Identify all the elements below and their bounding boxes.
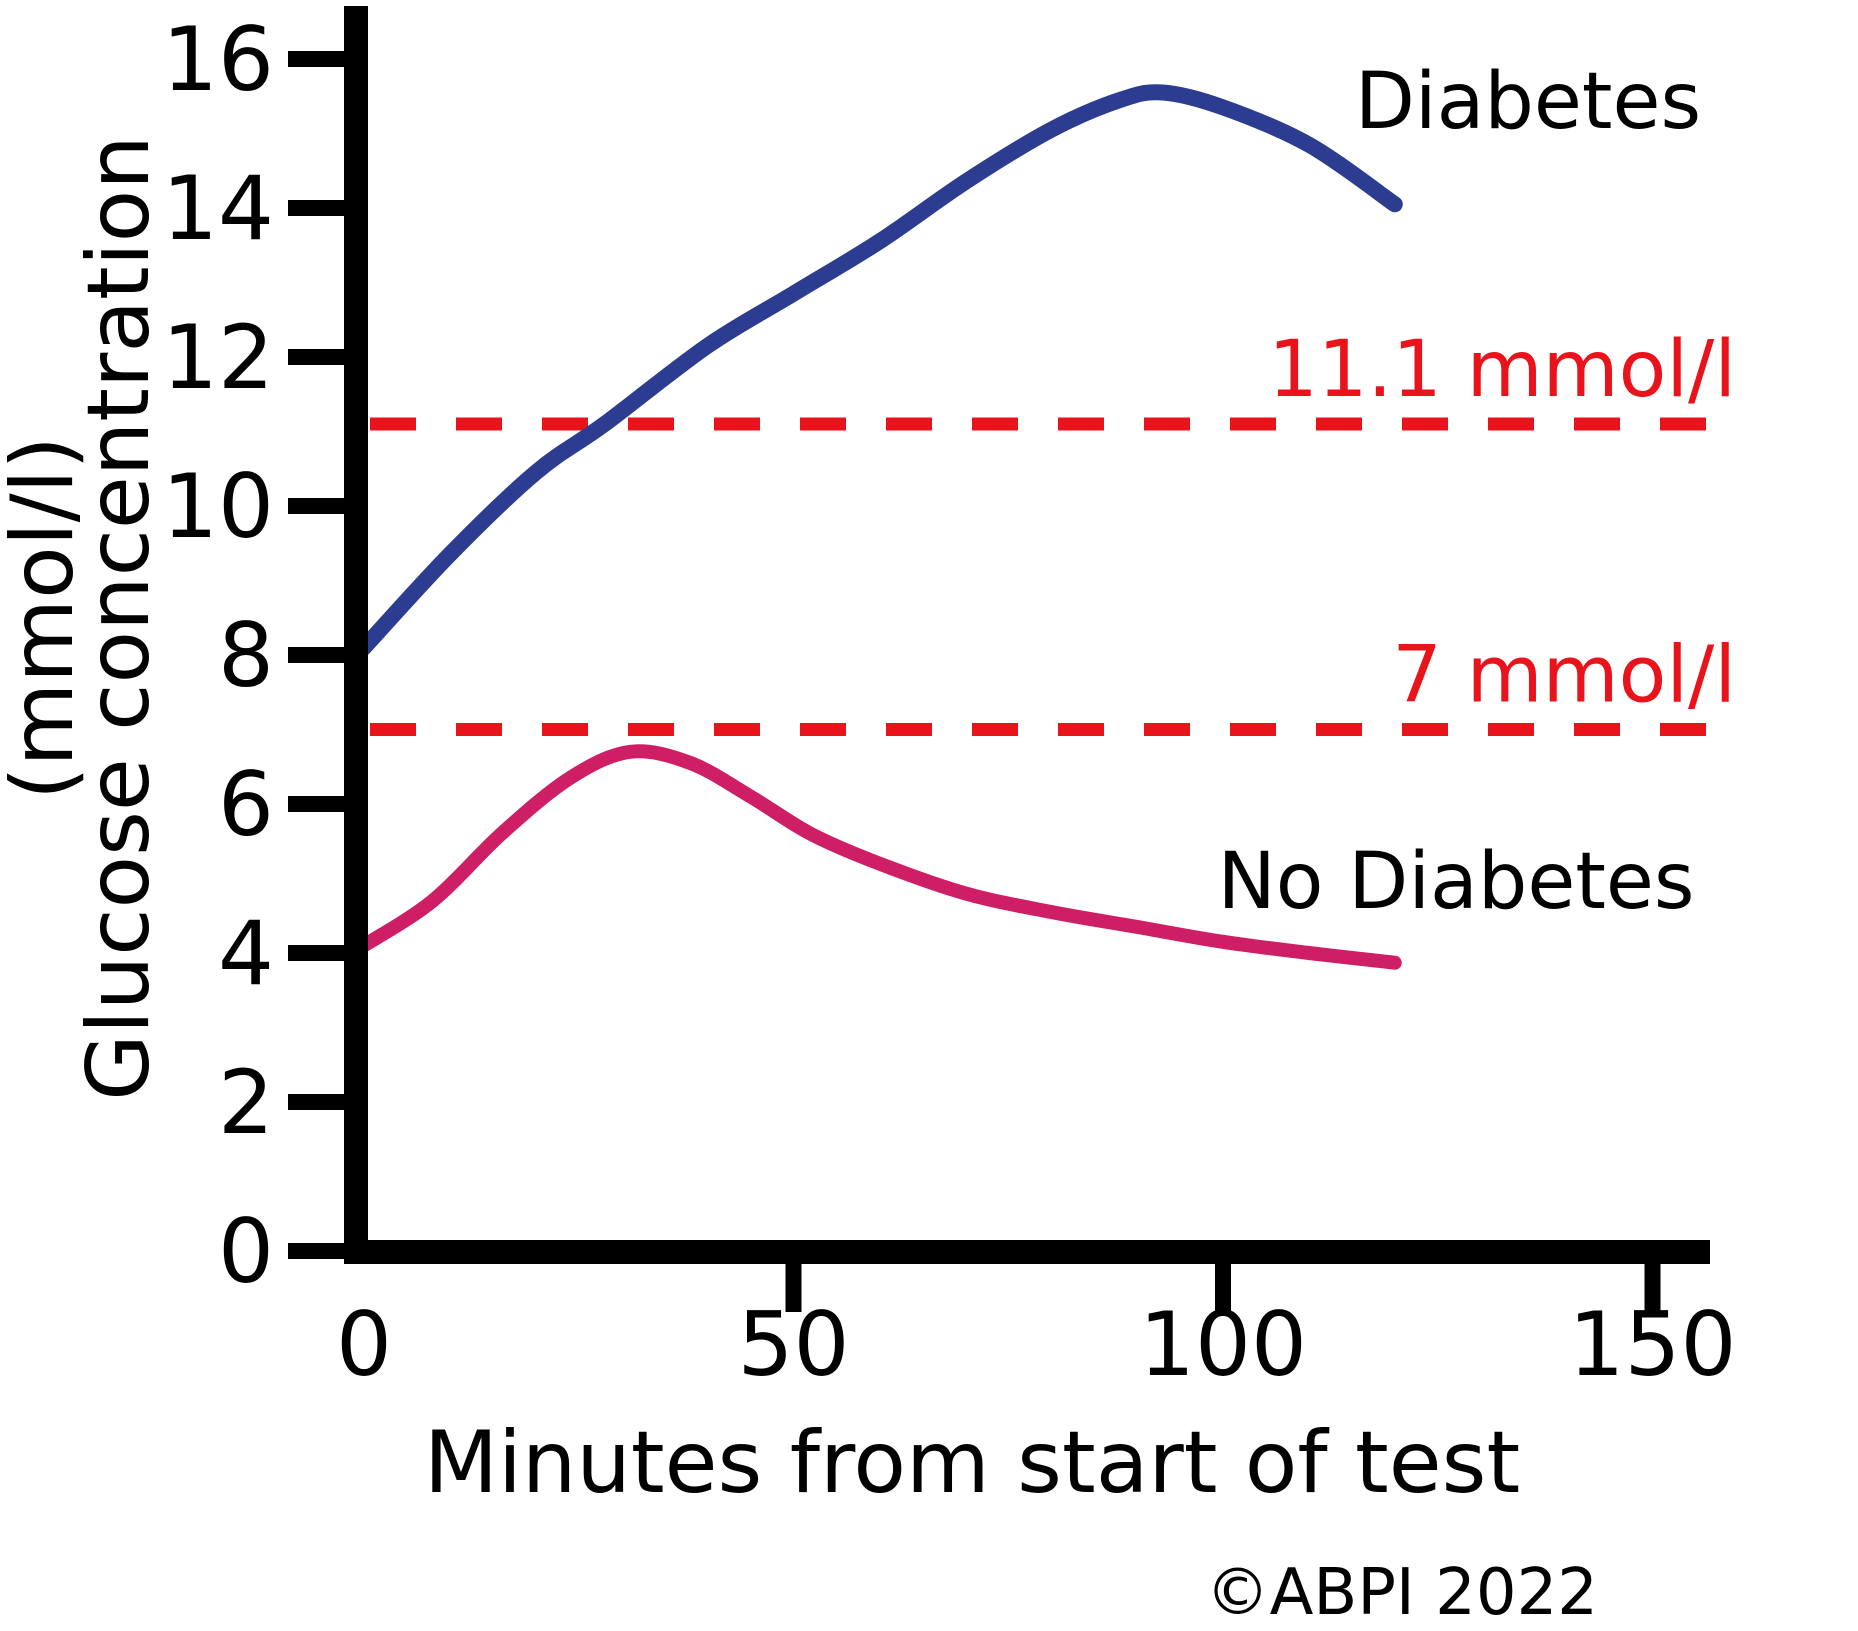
y-tick-label: 0 <box>218 1200 274 1303</box>
y-tick-label: 2 <box>218 1051 274 1154</box>
y-tick-mark <box>288 945 368 961</box>
x-tick-mark <box>1215 1260 1231 1312</box>
no-diabetes-curve <box>357 744 1402 970</box>
x-axis-line <box>344 1240 1710 1264</box>
y-tick-label: 12 <box>162 306 274 409</box>
y-tick-mark <box>288 200 368 216</box>
threshold-lines <box>370 417 1734 736</box>
y-axis-title-line1: Glucose concentration <box>69 135 169 1101</box>
y-tick-label: 4 <box>218 902 274 1005</box>
data-curves <box>356 84 1403 970</box>
diabetes-curve <box>356 84 1403 656</box>
y-axis-title-line2: (mmol/l) <box>0 436 93 800</box>
y-tick-label: 6 <box>218 753 274 856</box>
x-axis-ticks: 0 50 100 150 <box>336 1260 1736 1396</box>
x-tick-label: 100 <box>1139 1293 1307 1396</box>
y-tick-mark <box>288 1094 368 1110</box>
copyright-text: ©ABPI 2022 <box>1206 1556 1598 1630</box>
x-tick-label: 0 <box>336 1293 392 1396</box>
y-tick-mark <box>288 796 368 812</box>
threshold-label: 7 mmol/l <box>1392 631 1736 721</box>
diabetes-series-label: Diabetes <box>1355 57 1701 147</box>
no-diabetes-series-label: No Diabetes <box>1217 837 1694 927</box>
threshold-label: 11.1 mmol/l <box>1268 325 1736 415</box>
y-tick-mark <box>288 51 368 67</box>
x-tick-mark <box>1644 1260 1661 1312</box>
y-tick-label: 16 <box>162 8 274 111</box>
y-tick-mark <box>288 647 368 663</box>
x-tick-mark <box>785 1260 802 1312</box>
x-tick-label: 50 <box>738 1293 850 1396</box>
y-tick-mark <box>288 1243 368 1259</box>
y-tick-label: 8 <box>218 604 274 707</box>
y-tick-mark <box>288 498 368 514</box>
y-axis-line <box>344 6 368 1264</box>
y-tick-label: 14 <box>162 157 274 260</box>
y-axis-ticks: 0 2 4 6 8 10 12 14 16 <box>162 8 368 1303</box>
x-axis-title: Minutes from start of test <box>424 1413 1520 1513</box>
y-tick-label: 10 <box>162 455 274 558</box>
threshold-labels: 11.1 mmol/l 7 mmol/l <box>1268 325 1736 720</box>
y-tick-mark <box>288 349 368 365</box>
x-tick-label: 150 <box>1569 1293 1737 1396</box>
